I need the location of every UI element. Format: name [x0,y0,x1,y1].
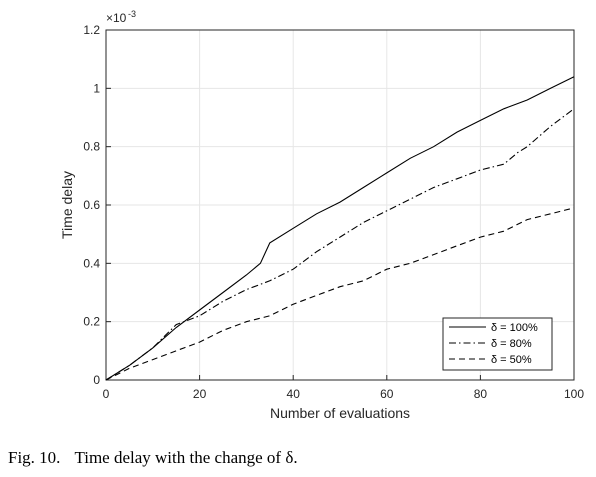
y-exponent-base: ×10 [106,11,127,25]
series-line-1 [105,76,575,381]
legend-label: δ = 100% [491,322,538,334]
y-tick-label: 1.2 [83,23,100,37]
x-tick-label: 40 [287,387,301,401]
legend: δ = 100% δ = 80% δ = 50% [442,317,553,371]
caption-label: Fig. 10. [8,448,61,467]
y-tick-label: 0.2 [83,315,100,329]
x-axis-label: Number of evaluations [270,405,410,421]
x-tick-label: 80 [474,387,488,401]
y-axis-label: Time delay [59,171,75,239]
x-tick-label: 60 [380,387,394,401]
legend-label: δ = 50% [491,354,532,366]
x-tick-label: 100 [564,387,584,401]
series-line-3 [105,207,575,381]
x-tick-label: 0 [103,387,110,401]
y-tick-label: 0.8 [83,140,100,154]
axis-ticks: 0 20 40 60 80 100 0 0.2 0.4 0.6 0.8 1 1.2 [83,23,584,401]
caption-text: Time delay with the change of δ. [74,448,298,467]
y-tick-label: 0.4 [83,256,100,270]
chart: 0 20 40 60 80 100 0 0.2 0.4 0.6 0.8 1 1.2 ×10 -3 Num… [59,9,584,421]
y-tick-label: 0.6 [83,198,100,212]
y-tick-label: 0 [93,373,100,387]
y-tick-label: 1 [93,81,100,95]
series-lines [105,76,575,381]
x-tick-label: 20 [193,387,207,401]
figure-caption: Fig. 10. Time delay with the change of δ. [8,448,588,468]
legend-label: δ = 80% [491,338,532,350]
series-line-2 [105,108,575,381]
y-exponent: -3 [128,9,136,19]
